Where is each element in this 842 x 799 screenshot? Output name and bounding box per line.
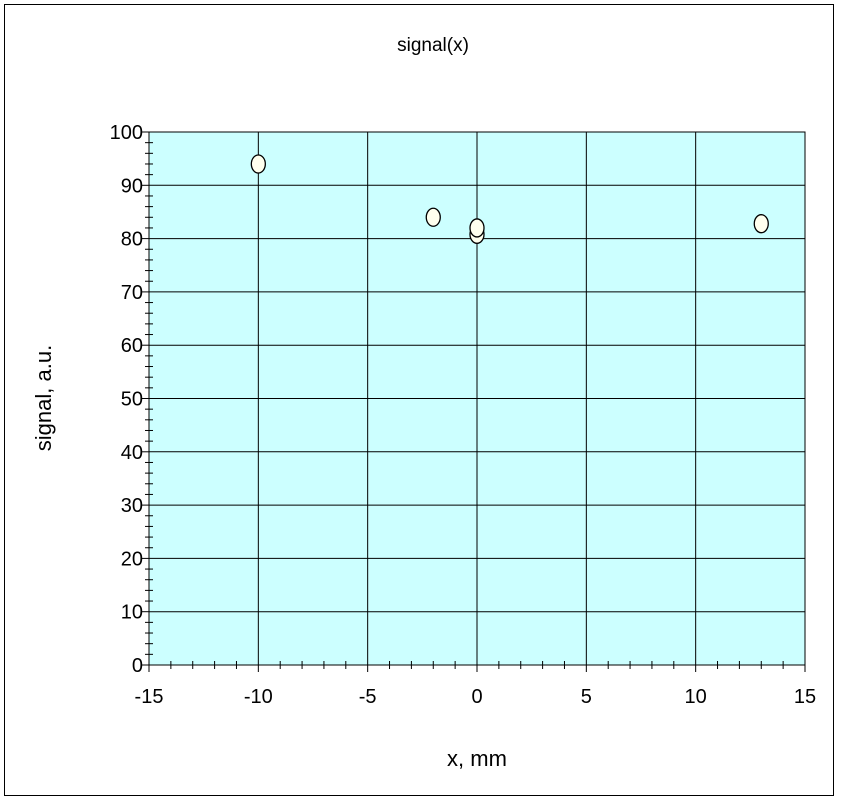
y-axis-label: signal, a.u. xyxy=(31,345,56,451)
x-tick-label: 5 xyxy=(581,686,592,708)
grid-lines xyxy=(149,132,805,665)
x-tick-label: 0 xyxy=(471,686,482,708)
y-tick-label: 30 xyxy=(121,495,143,517)
x-tick-label: -5 xyxy=(359,686,377,708)
y-tick-label: 60 xyxy=(121,335,143,357)
axis-ticks xyxy=(142,131,806,672)
scatter-chart: signal(x) -15 -10 -5 0 5 10 15 0 10 20 30 40 50 60 70… xyxy=(31,35,817,771)
x-tick-labels: -15 -10 -5 0 5 10 15 xyxy=(135,686,817,708)
y-tick-label: 10 xyxy=(121,602,143,624)
data-point xyxy=(753,214,769,234)
y-tick-label: 40 xyxy=(121,442,143,464)
x-axis-label: x, mm xyxy=(447,746,507,771)
y-tick-label: 0 xyxy=(132,655,143,677)
x-tick-label: -10 xyxy=(244,686,273,708)
y-tick-label: 100 xyxy=(110,122,143,144)
y-tick-label: 20 xyxy=(121,548,143,570)
y-tick-label: 80 xyxy=(121,229,143,251)
y-tick-label: 50 xyxy=(121,389,143,411)
y-tick-label: 70 xyxy=(121,282,143,304)
data-point xyxy=(425,207,441,227)
chart-frame: signal(x) -15 -10 -5 0 5 10 15 0 10 20 30 40 50 60 70… xyxy=(4,4,834,796)
data-points xyxy=(250,154,769,244)
data-point xyxy=(250,154,266,174)
y-tick-labels: 0 10 20 30 40 50 60 70 80 90 100 xyxy=(110,122,143,677)
chart-title: signal(x) xyxy=(397,35,469,56)
x-tick-label: 10 xyxy=(685,686,707,708)
x-tick-label: 15 xyxy=(794,686,816,708)
x-tick-label: -15 xyxy=(135,686,164,708)
data-point xyxy=(469,218,485,238)
y-tick-label: 90 xyxy=(121,175,143,197)
